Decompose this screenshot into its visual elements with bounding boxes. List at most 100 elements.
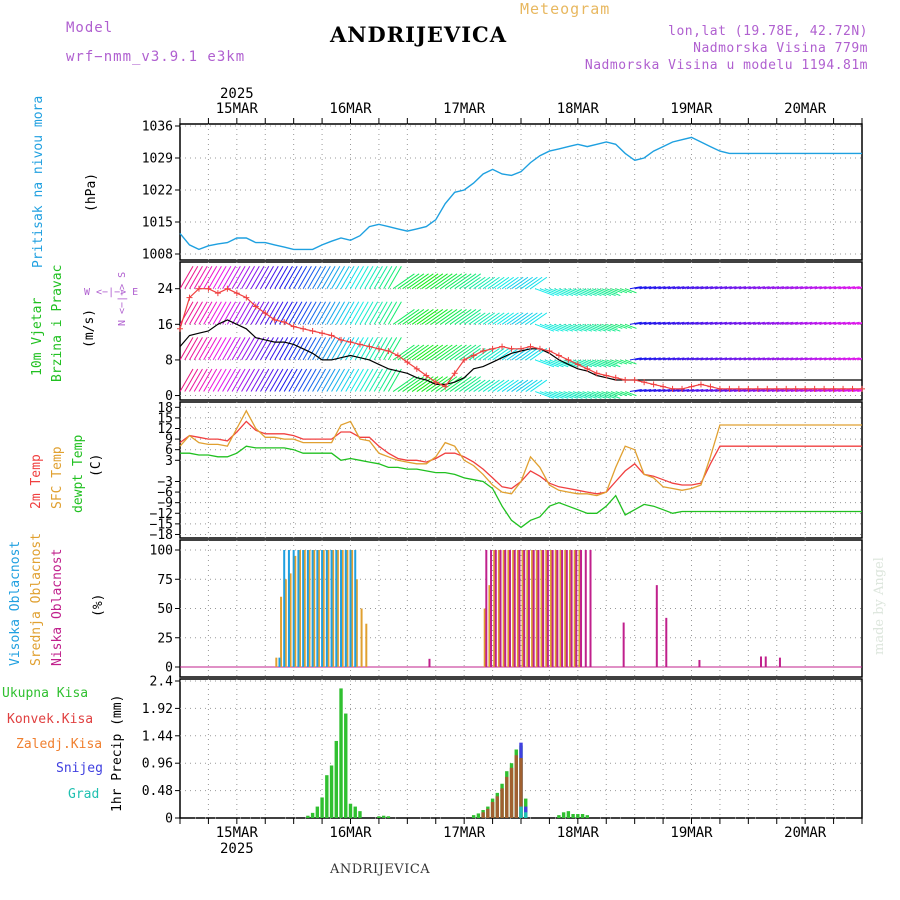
wind-barb	[596, 323, 616, 332]
wind-barb	[293, 301, 308, 325]
wind-barb	[819, 321, 832, 325]
wind-barb	[515, 379, 533, 392]
bottom-day-label: 18MAR	[557, 825, 600, 841]
precip-conv-bar	[500, 788, 504, 818]
precip-total-bar	[561, 812, 566, 818]
footer-location: ANDRIJEVICA	[330, 862, 431, 877]
wind-barb	[449, 376, 472, 392]
top-day-label: 15MAR	[216, 101, 259, 117]
precip-total-bar	[353, 806, 357, 818]
precip-total-bar	[580, 814, 585, 818]
wind-barb	[293, 337, 308, 361]
wind-barb	[857, 322, 862, 325]
wind-barb	[364, 337, 379, 361]
wind-barb	[743, 321, 756, 325]
wind-barb	[549, 359, 569, 368]
wind-barb	[762, 286, 775, 290]
precip-conv-bar	[495, 796, 500, 818]
wind-barb	[312, 301, 327, 325]
wind-barb	[568, 323, 588, 332]
wind-barb	[482, 379, 500, 392]
wind-barb	[345, 368, 360, 392]
precip-total-bar	[325, 775, 329, 818]
wind-barb	[511, 276, 529, 290]
wind-barb	[719, 357, 732, 361]
wind-barb	[752, 357, 765, 361]
wind-barb	[847, 286, 860, 290]
wind-barb	[411, 273, 434, 290]
precip-hail-label: Grad	[68, 787, 100, 802]
pressure-line	[179, 136, 862, 251]
wind-barb	[184, 265, 199, 289]
wind-barb	[786, 321, 799, 325]
wind-barb	[226, 337, 241, 361]
wind-barb	[316, 337, 331, 361]
wind-barb	[790, 321, 803, 325]
wind-barb	[250, 337, 265, 361]
wind-barb	[359, 337, 374, 361]
wind-barb	[809, 357, 822, 361]
wind-barb	[459, 376, 482, 392]
wind-barb	[658, 286, 671, 290]
wind-barb	[293, 368, 308, 392]
wind-barb	[805, 321, 818, 325]
temp-ytick-label: 18	[157, 401, 173, 416]
wind-barb	[582, 323, 602, 332]
wind-barb	[847, 321, 860, 325]
wind-barb	[255, 265, 270, 289]
wind-barb	[454, 344, 477, 361]
wind-barb	[776, 357, 789, 361]
wind-barb	[610, 323, 623, 329]
wind-barb	[724, 357, 737, 361]
wind-barb	[653, 321, 666, 325]
wind-barb	[662, 321, 675, 325]
wind-barb	[691, 388, 704, 393]
wind-barb	[193, 301, 208, 325]
wind-barb	[715, 321, 728, 325]
wind-barb	[378, 368, 393, 392]
wind-barb	[781, 286, 794, 290]
wind-barb	[511, 379, 529, 392]
wind-barb	[463, 312, 481, 325]
wind-barb	[582, 391, 602, 399]
wind-barb	[383, 368, 398, 392]
wind-barb	[620, 288, 632, 294]
temp-ytick-label: −18	[150, 528, 173, 543]
wind-barb	[719, 286, 732, 290]
wind-barb	[212, 337, 227, 361]
wind-barb	[705, 321, 718, 325]
wind-barb	[283, 265, 298, 289]
wind-barb	[748, 286, 761, 290]
precip-conv-bar	[486, 808, 490, 818]
wind-barb	[824, 321, 837, 325]
wind-barb	[629, 321, 642, 325]
wind-barb	[558, 288, 578, 297]
wind-barb	[397, 309, 420, 325]
wind-barb	[767, 321, 780, 325]
wind-barb	[814, 321, 827, 325]
wind-barb	[331, 368, 345, 392]
wind-barb	[222, 265, 237, 289]
wind-barb	[482, 276, 500, 290]
wind-barb	[492, 379, 510, 392]
wind-barb	[407, 344, 429, 361]
wind-ytick-label: 24	[157, 282, 173, 297]
temp-ytick-label: −9	[157, 496, 173, 511]
wind-barb	[354, 368, 369, 392]
precip-ytick-label: 1.92	[142, 702, 173, 717]
wind-barb	[463, 276, 481, 290]
wind-barb	[553, 323, 574, 332]
temp-dewpt-line	[180, 445, 862, 529]
wind-barb	[473, 312, 491, 325]
wind-barb	[454, 273, 477, 290]
cloud-ytick-label: 75	[157, 573, 173, 588]
coords-label: lon,lat (19.78E, 42.72N)	[668, 24, 868, 39]
wind-barb	[274, 337, 289, 361]
wind-barb	[795, 286, 808, 290]
precip-total-bar	[339, 688, 343, 818]
wind-barb	[838, 357, 851, 361]
wind-barb	[530, 379, 548, 392]
wind-barb	[217, 368, 232, 392]
wind-barb	[601, 288, 621, 297]
